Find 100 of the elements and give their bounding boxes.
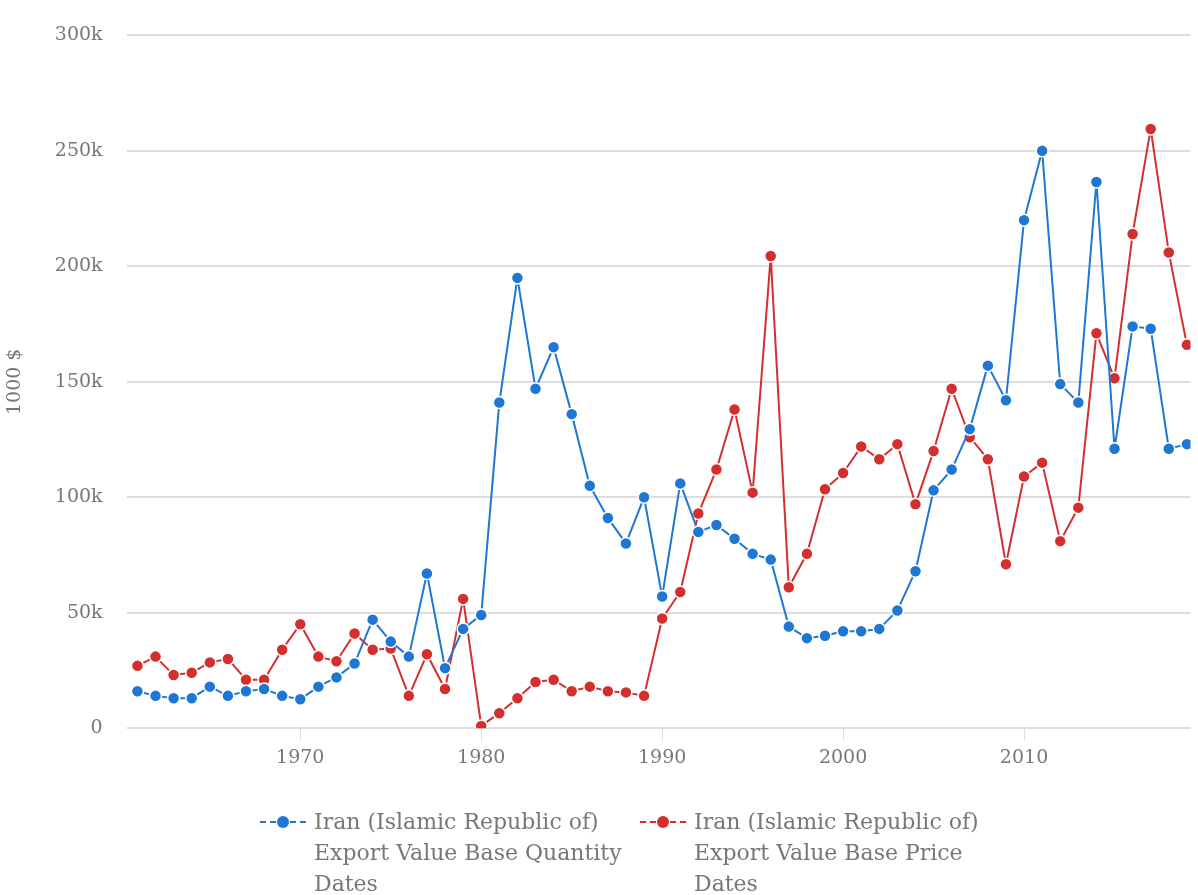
point	[745, 547, 760, 561]
point	[818, 482, 832, 496]
point	[1162, 442, 1176, 456]
point	[166, 668, 181, 682]
point	[275, 642, 289, 657]
point	[944, 381, 959, 396]
point	[691, 525, 706, 539]
point	[854, 439, 868, 454]
point	[854, 624, 868, 638]
x-tick-label: 1980	[457, 744, 506, 767]
point	[203, 679, 217, 694]
point	[818, 629, 832, 643]
point	[546, 672, 561, 687]
point	[1089, 326, 1104, 341]
point	[1017, 469, 1031, 484]
point	[456, 592, 470, 606]
point	[293, 692, 308, 707]
point	[257, 682, 271, 696]
y-tick-label: 150k	[54, 368, 104, 391]
point	[329, 654, 344, 668]
point	[546, 340, 561, 354]
point	[1053, 534, 1067, 548]
point	[239, 672, 253, 687]
point	[673, 476, 687, 491]
point	[510, 691, 525, 705]
y-tick-label: 300k	[54, 22, 104, 45]
point	[655, 611, 669, 626]
point	[836, 466, 850, 480]
x-tick-label: 2010	[999, 744, 1049, 767]
point	[709, 462, 724, 477]
point	[583, 679, 597, 694]
point	[347, 656, 362, 671]
point	[727, 532, 742, 546]
point	[601, 511, 615, 525]
point	[492, 395, 507, 410]
point	[1143, 321, 1158, 336]
point	[420, 566, 434, 581]
point	[709, 518, 724, 532]
point	[745, 485, 760, 500]
point	[402, 649, 416, 664]
point	[221, 689, 235, 703]
point	[438, 682, 452, 696]
point	[1125, 227, 1140, 241]
point	[564, 407, 579, 421]
y-tick-label: 0	[90, 715, 103, 738]
point	[311, 679, 326, 694]
point	[148, 649, 163, 664]
point	[782, 619, 796, 634]
point	[528, 675, 543, 689]
point	[637, 689, 651, 703]
point	[1143, 122, 1158, 136]
point	[583, 478, 597, 493]
point	[1125, 319, 1140, 334]
point	[365, 612, 380, 627]
point	[1071, 395, 1086, 410]
point	[130, 684, 145, 698]
point	[329, 670, 344, 685]
point	[1089, 175, 1104, 189]
point	[890, 603, 905, 618]
legend-label: Iran (Islamic Republic of) Export Value Base Price Dates	[694, 808, 980, 895]
point	[347, 626, 362, 641]
point	[420, 647, 434, 662]
point	[926, 444, 941, 458]
y-tick-label: 100k	[54, 484, 104, 507]
legend-label: Iran (Islamic Republic of) Export Value Base Quantity Dates	[314, 808, 623, 895]
point	[836, 624, 850, 638]
point	[619, 685, 633, 700]
point	[402, 689, 416, 703]
point	[691, 506, 706, 521]
point	[872, 452, 887, 466]
point	[1053, 377, 1067, 391]
point	[908, 564, 923, 578]
point	[293, 617, 308, 632]
point	[311, 649, 326, 664]
point	[166, 691, 181, 705]
point	[944, 462, 959, 477]
point	[637, 490, 651, 505]
point	[673, 585, 687, 599]
point	[601, 684, 615, 698]
point	[872, 622, 887, 636]
point	[474, 719, 488, 729]
point	[963, 422, 977, 436]
point	[456, 622, 470, 636]
point	[474, 608, 488, 622]
point	[981, 452, 995, 466]
point	[384, 634, 398, 649]
point	[221, 652, 235, 666]
y-tick-label: 50k	[66, 599, 104, 622]
point	[1035, 455, 1049, 470]
y-tick-label: 250k	[54, 137, 104, 160]
point	[908, 497, 923, 511]
point	[763, 552, 778, 567]
point	[148, 689, 163, 703]
point	[999, 393, 1013, 408]
point	[655, 589, 669, 604]
y-axis-title: 1000 $	[2, 348, 25, 416]
point	[800, 547, 814, 561]
point	[763, 249, 778, 263]
point	[619, 536, 633, 551]
point	[438, 661, 452, 675]
